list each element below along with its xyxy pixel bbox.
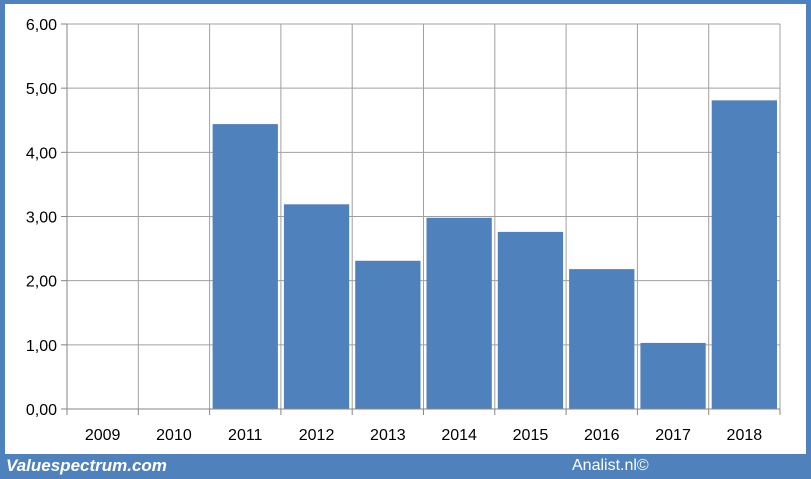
bar-2015: [497, 231, 564, 409]
gridlines: [67, 23, 781, 409]
bar-2011: [212, 124, 278, 409]
x-tick-label: 2010: [156, 427, 192, 444]
bar-2017: [640, 342, 706, 409]
site-watermark: Valuespectrum.com: [6, 456, 167, 475]
x-tick-label: 2016: [584, 427, 620, 444]
credit-text: Analist.nl©: [572, 457, 649, 474]
bar-2013: [355, 260, 421, 409]
y-tick-label: 1,00: [26, 338, 57, 355]
bar-2018: [711, 100, 777, 409]
y-tick-label: 6,00: [26, 17, 57, 34]
y-tick-label: 3,00: [26, 210, 57, 227]
x-tick-label: 2013: [370, 427, 406, 444]
x-tick-label: 2015: [513, 427, 549, 444]
plot-area: 0,00 1,00 2,00 3,00 4,00 5,00 6,00 2009 2010 201…: [5, 4, 806, 454]
bar-2012: [283, 204, 350, 409]
y-tick-label: 0,00: [26, 402, 57, 419]
y-tick-label: 5,00: [26, 81, 57, 98]
x-tick-label: 2009: [85, 427, 121, 444]
axes: [61, 23, 781, 415]
x-tick-label: 2011: [228, 427, 263, 444]
y-tick-label: 2,00: [26, 274, 57, 291]
bars: [212, 100, 777, 409]
bar-chart: 0,00 1,00 2,00 3,00 4,00 5,00 6,00 2009 2010 201…: [26, 17, 781, 444]
y-tick-label: 4,00: [26, 145, 57, 162]
x-tick-label: 2014: [441, 427, 477, 444]
x-tick-label: 2012: [299, 427, 335, 444]
x-tick-label: 2017: [655, 427, 691, 444]
x-tick-labels: 2009 2010 2011 2012 2013 2014 2015 2016 2017 2018: [85, 427, 762, 444]
bar-2016: [569, 269, 635, 409]
y-tick-labels: 0,00 1,00 2,00 3,00 4,00 5,00 6,00: [26, 17, 57, 419]
x-tick-label: 2018: [727, 427, 763, 444]
bar-2014: [426, 217, 492, 409]
